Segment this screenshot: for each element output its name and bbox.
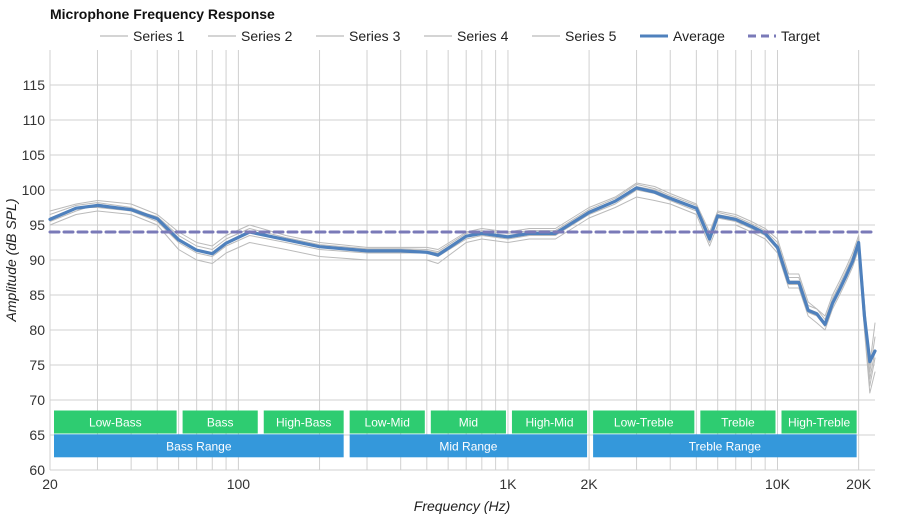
band-label-bass-range: Bass Range xyxy=(166,439,232,453)
y-tick-60: 60 xyxy=(29,462,45,478)
y-tick-90: 90 xyxy=(29,252,45,268)
band-label-treble: Treble xyxy=(721,416,755,430)
y-tick-95: 95 xyxy=(29,217,45,233)
x-axis-label: Frequency (Hz) xyxy=(414,498,510,514)
band-high-bass xyxy=(263,410,344,434)
band-mid xyxy=(430,410,506,434)
x-tick-2k: 2K xyxy=(581,476,599,492)
band-label-mid: Mid xyxy=(459,416,478,430)
y-tick-80: 80 xyxy=(29,322,45,338)
band-label-low-bass: Low-Bass xyxy=(89,416,142,430)
x-tick-20: 20 xyxy=(42,476,58,492)
legend-label-series-5: Series 5 xyxy=(565,28,617,44)
legend-label-series-4: Series 4 xyxy=(457,28,509,44)
band-label-low-treble: Low-Treble xyxy=(614,416,674,430)
band-label-high-mid: High-Mid xyxy=(526,416,574,430)
band-label-bass: Bass xyxy=(207,416,234,430)
band-bass-range xyxy=(54,434,344,458)
y-axis-ticks: 60 65 70 75 80 85 90 95 100 105 110 115 xyxy=(22,77,46,478)
band-low-treble xyxy=(593,410,695,434)
series-line-series-3 xyxy=(49,196,876,394)
band-bass xyxy=(182,410,258,434)
x-axis-ticks: 20 100 1K 2K 10K 20K xyxy=(42,476,872,492)
band-label-high-bass: High-Bass xyxy=(276,416,331,430)
y-tick-105: 105 xyxy=(22,147,46,163)
x-tick-20k: 20K xyxy=(846,476,872,492)
range-bands: Low-Bass Bass High-Bass Low-Mid Mid High-Mid L… xyxy=(54,410,857,458)
chart-title: Microphone Frequency Response xyxy=(50,6,275,22)
band-mid-range xyxy=(349,434,588,458)
band-label-low-mid: Low-Mid xyxy=(365,416,410,430)
series-line-series-2 xyxy=(49,182,876,366)
band-label-high-treble: High-Treble xyxy=(788,416,851,430)
x-tick-10k: 10K xyxy=(765,476,791,492)
band-high-mid xyxy=(511,410,588,434)
band-treble xyxy=(700,410,776,434)
series-line-average xyxy=(48,186,877,364)
band-low-bass xyxy=(54,410,177,434)
legend-label-series-1: Series 1 xyxy=(133,28,185,44)
series-lines xyxy=(48,182,877,394)
y-tick-75: 75 xyxy=(29,357,45,373)
legend-label-series-2: Series 2 xyxy=(241,28,293,44)
x-tick-100: 100 xyxy=(227,476,251,492)
band-treble-range xyxy=(593,434,857,458)
y-tick-85: 85 xyxy=(29,287,45,303)
y-tick-100: 100 xyxy=(22,182,46,198)
legend-label-average: Average xyxy=(673,28,725,44)
y-tick-65: 65 xyxy=(29,427,45,443)
band-label-mid-range: Mid Range xyxy=(439,439,497,453)
legend: Series 1 Series 2 Series 3 Series 4 Series 5… xyxy=(100,28,820,44)
y-tick-110: 110 xyxy=(23,112,46,128)
x-tick-1k: 1K xyxy=(499,476,517,492)
legend-label-series-3: Series 3 xyxy=(349,28,401,44)
band-label-treble-range: Treble Range xyxy=(689,439,762,453)
band-high-treble xyxy=(781,410,857,434)
y-tick-115: 115 xyxy=(23,77,46,93)
y-tick-70: 70 xyxy=(29,392,45,408)
series-line-series-5 xyxy=(49,183,876,373)
y-axis-label: Amplitude (dB SPL) xyxy=(3,199,19,323)
legend-label-target: Target xyxy=(781,28,820,44)
band-low-mid xyxy=(349,410,425,434)
